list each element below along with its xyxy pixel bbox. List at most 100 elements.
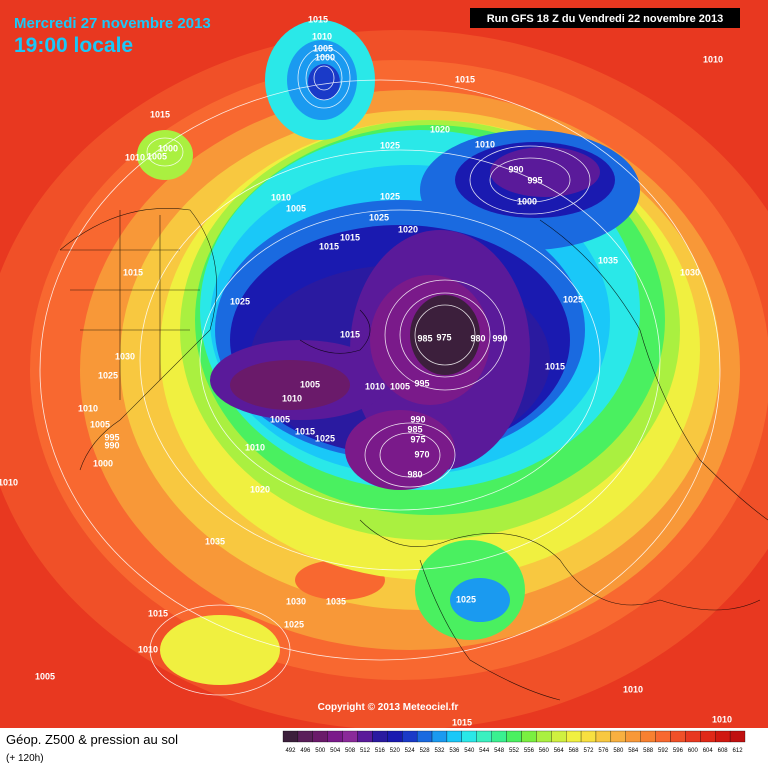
legend-label: 580 bbox=[613, 748, 624, 754]
legend-swatch bbox=[446, 730, 462, 743]
isobar-label: 1010 bbox=[125, 152, 145, 162]
isobar-label: 1000 bbox=[158, 143, 178, 153]
legend-swatch bbox=[655, 730, 671, 743]
isobar-label: 1025 bbox=[98, 370, 118, 380]
legend-swatch bbox=[729, 730, 746, 743]
legend-swatch bbox=[685, 730, 701, 743]
legend-swatch bbox=[506, 730, 522, 743]
legend-swatch bbox=[327, 730, 343, 743]
isobar-label: 1015 bbox=[295, 426, 315, 436]
isobar-label: 1000 bbox=[315, 52, 335, 62]
isobar-label: 1025 bbox=[230, 296, 250, 306]
legend-label: 548 bbox=[494, 748, 505, 754]
coastlines bbox=[59, 208, 768, 701]
isobar-label: 975 bbox=[436, 332, 451, 342]
isobar-label: 985 bbox=[417, 333, 432, 343]
isobar-label: 1025 bbox=[369, 212, 389, 222]
legend-swatch bbox=[312, 730, 328, 743]
isobar-label: 1020 bbox=[398, 224, 418, 234]
isobar-label: 1010 bbox=[138, 644, 158, 654]
isobar-label: 1020 bbox=[250, 484, 270, 494]
isobar-label: 1035 bbox=[205, 536, 225, 546]
legend-label: 532 bbox=[434, 748, 445, 754]
legend-label: 552 bbox=[509, 748, 520, 754]
isobar-label: 980 bbox=[470, 333, 485, 343]
isobar-label: 1005 bbox=[286, 203, 306, 213]
legend-label: 544 bbox=[479, 748, 490, 754]
legend-swatch bbox=[282, 730, 299, 743]
isobar-label: 1015 bbox=[545, 361, 565, 371]
legend-label: 560 bbox=[539, 748, 550, 754]
legend-swatch bbox=[491, 730, 507, 743]
legend-label: 524 bbox=[405, 748, 416, 754]
legend-label: 516 bbox=[375, 748, 386, 754]
legend-label: 536 bbox=[449, 748, 460, 754]
isobar-label: 1005 bbox=[270, 414, 290, 424]
legend-swatch bbox=[387, 730, 403, 743]
isobar-label: 1010 bbox=[623, 684, 643, 694]
isobar-label: 990 bbox=[492, 333, 507, 343]
legend-label: 564 bbox=[554, 748, 565, 754]
isobar-label: 1010 bbox=[712, 714, 732, 724]
isobar-label: 1020 bbox=[430, 124, 450, 134]
legend-swatch bbox=[670, 730, 686, 743]
color-legend: 492 496 500 504 508 512 516 520 524 528 532 536 540 5… bbox=[282, 730, 746, 754]
isobar-label: 1010 bbox=[475, 139, 495, 149]
isobar-label: 980 bbox=[407, 469, 422, 479]
isobar-label: 1015 bbox=[452, 717, 472, 727]
legend-swatch bbox=[566, 730, 582, 743]
legend-label: 492 bbox=[285, 748, 296, 754]
isobar-label: 1015 bbox=[455, 74, 475, 84]
legend-swatch bbox=[297, 730, 313, 743]
isobar-label: 1015 bbox=[148, 608, 168, 618]
legend-label: 572 bbox=[584, 748, 595, 754]
legend-label: 504 bbox=[330, 748, 341, 754]
isobar-label: 1015 bbox=[150, 109, 170, 119]
isobars bbox=[39, 47, 721, 696]
isobar-label: 995 bbox=[104, 432, 119, 442]
isobar-label: 1025 bbox=[456, 594, 476, 604]
isobar-label: 1010 bbox=[282, 393, 302, 403]
isobar-label: 1025 bbox=[380, 191, 400, 201]
legend-swatch bbox=[551, 730, 567, 743]
isobar-label: 1010 bbox=[365, 381, 385, 391]
legend-swatch bbox=[372, 730, 388, 743]
legend-swatch bbox=[595, 730, 612, 743]
legend-label: 500 bbox=[315, 748, 326, 754]
isobar-label: 1000 bbox=[517, 196, 537, 206]
isobar-label: 1030 bbox=[286, 596, 306, 606]
legend-swatch bbox=[580, 730, 597, 743]
geopotential-field bbox=[0, 0, 768, 728]
isobar-label: 1005 bbox=[300, 379, 320, 389]
isobar-label: 1015 bbox=[340, 329, 360, 339]
time-title: 19:00 locale bbox=[14, 34, 133, 57]
copyright: Copyright © 2013 Meteociel.fr bbox=[318, 702, 459, 713]
legend-label: 588 bbox=[643, 748, 654, 754]
isobar-label: 1005 bbox=[35, 671, 55, 681]
legend-swatch bbox=[536, 730, 552, 743]
isobar-label: 990 bbox=[410, 414, 425, 424]
date-title: Mercredi 27 novembre 2013 bbox=[14, 15, 211, 32]
isobar-label: 1025 bbox=[563, 294, 583, 304]
legend-label: 600 bbox=[688, 748, 699, 754]
isobar-label: 1030 bbox=[680, 267, 700, 277]
isobar-label: 995 bbox=[414, 378, 429, 388]
legend-label: 512 bbox=[360, 748, 371, 754]
isobar-label: 1015 bbox=[123, 267, 143, 277]
legend-label: 576 bbox=[598, 748, 609, 754]
legend-label: 608 bbox=[718, 748, 729, 754]
legend-swatch bbox=[431, 730, 448, 743]
legend-label: 540 bbox=[464, 748, 475, 754]
isobar-label: 1010 bbox=[271, 192, 291, 202]
legend-swatch bbox=[357, 730, 373, 743]
legend-label: 584 bbox=[628, 748, 639, 754]
run-box bbox=[470, 8, 740, 28]
legend-label: 496 bbox=[300, 748, 311, 754]
legend-swatch bbox=[715, 730, 731, 743]
isobar-label: 1010 bbox=[312, 31, 332, 41]
legend-label: 596 bbox=[673, 748, 684, 754]
legend-swatch bbox=[416, 730, 433, 743]
isobar-label: 1015 bbox=[319, 241, 339, 251]
